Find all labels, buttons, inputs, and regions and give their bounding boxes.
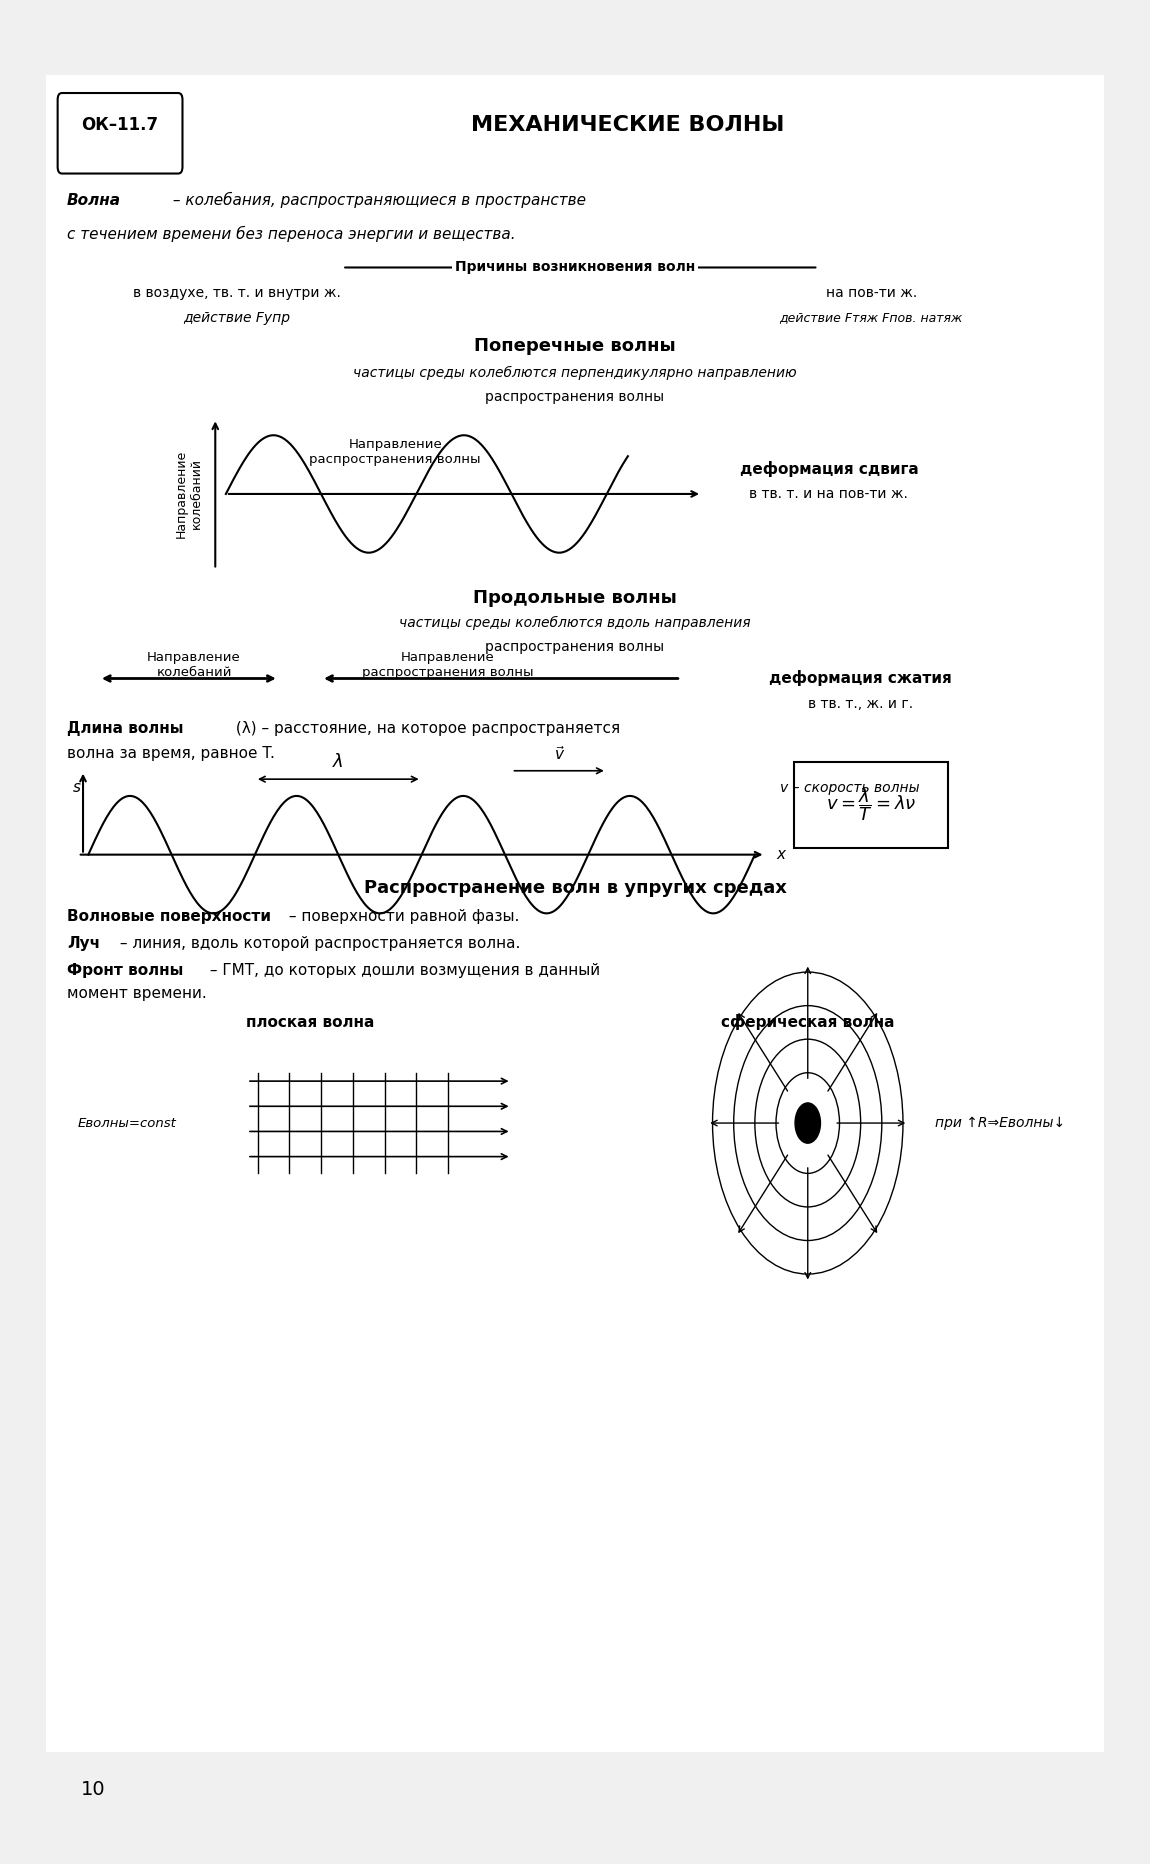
Text: действие Fтяж Fпов. натяж: действие Fтяж Fпов. натяж — [780, 311, 963, 324]
Text: Поперечные волны: Поперечные волны — [474, 337, 676, 356]
Text: s: s — [72, 779, 81, 796]
Text: Направление
распространения волны: Направление распространения волны — [362, 651, 534, 678]
Text: частицы среды колеблются вдоль направления: частицы среды колеблются вдоль направлен… — [399, 617, 751, 630]
Text: (λ) – расстояние, на которое распространяется: (λ) – расстояние, на которое распростран… — [231, 721, 620, 736]
Text: Волновые поверхности: Волновые поверхности — [67, 910, 271, 925]
Text: 10: 10 — [81, 1780, 105, 1799]
Text: $\vec{v}$: $\vec{v}$ — [553, 746, 565, 762]
Text: момент времени.: момент времени. — [67, 986, 207, 1001]
Text: Луч: Луч — [67, 936, 100, 951]
Text: в тв. т. и на пов-ти ж.: в тв. т. и на пов-ти ж. — [750, 487, 909, 501]
Text: Направление
распространения волны: Направление распространения волны — [309, 438, 481, 466]
Text: действие Fупр: действие Fупр — [183, 311, 290, 324]
Text: деформация сдвига: деформация сдвига — [739, 460, 919, 477]
Text: Причины возникновения волн: Причины возникновения волн — [455, 261, 695, 274]
Circle shape — [795, 1103, 820, 1143]
Text: при ↑R⇒Eволны↓: при ↑R⇒Eволны↓ — [935, 1117, 1065, 1130]
Text: x: x — [776, 846, 785, 863]
Text: Продольные волны: Продольные волны — [473, 589, 677, 608]
Text: Распространение волн в упругих средах: Распространение волн в упругих средах — [363, 880, 787, 897]
Text: в воздухе, тв. т. и внутри ж.: в воздухе, тв. т. и внутри ж. — [132, 285, 340, 300]
Text: v – скорость волны: v – скорость волны — [780, 781, 920, 794]
Text: – ГМТ, до которых дошли возмущения в данный: – ГМТ, до которых дошли возмущения в дан… — [205, 964, 600, 979]
Text: с течением времени без переноса энергии и вещества.: с течением времени без переноса энергии … — [67, 226, 516, 242]
Text: – поверхности равной фазы.: – поверхности равной фазы. — [284, 910, 520, 925]
Text: на пов-ти ж.: на пов-ти ж. — [826, 285, 917, 300]
Text: $\lambda$: $\lambda$ — [332, 753, 344, 772]
Text: сферическая волна: сферическая волна — [721, 1014, 895, 1031]
Text: распространения волны: распространения волны — [485, 390, 665, 404]
Text: Длина волны: Длина волны — [67, 721, 184, 736]
Text: плоская волна: плоская волна — [246, 1014, 375, 1031]
Text: Eволны=const: Eволны=const — [78, 1117, 177, 1130]
FancyBboxPatch shape — [58, 93, 183, 173]
Text: Направление
колебаний: Направление колебаний — [175, 449, 202, 539]
Text: распространения волны: распространения волны — [485, 639, 665, 654]
Text: частицы среды колеблются перпендикулярно направлению: частицы среды колеблются перпендикулярно… — [353, 365, 797, 380]
Text: МЕХАНИЧЕСКИЕ ВОЛНЫ: МЕХАНИЧЕСКИЕ ВОЛНЫ — [472, 116, 784, 134]
Text: Фронт волны: Фронт волны — [67, 964, 184, 979]
Text: $v=\dfrac{\lambda}{T}=\lambda\nu$: $v=\dfrac{\lambda}{T}=\lambda\nu$ — [826, 787, 917, 822]
Text: Волна: Волна — [67, 192, 121, 209]
FancyBboxPatch shape — [40, 65, 1110, 1760]
Text: Направление
колебаний: Направление колебаний — [147, 651, 242, 678]
Text: волна за время, равное T.: волна за время, равное T. — [67, 746, 275, 762]
FancyBboxPatch shape — [793, 762, 949, 848]
Text: в тв. т., ж. и г.: в тв. т., ж. и г. — [808, 697, 913, 710]
Text: – линия, вдоль которой распространяется волна.: – линия, вдоль которой распространяется … — [115, 936, 520, 951]
Text: – колебания, распространяющиеся в пространстве: – колебания, распространяющиеся в простр… — [168, 192, 585, 209]
Text: ОК–11.7: ОК–11.7 — [82, 116, 159, 134]
Text: деформация сжатия: деформация сжатия — [769, 671, 952, 686]
